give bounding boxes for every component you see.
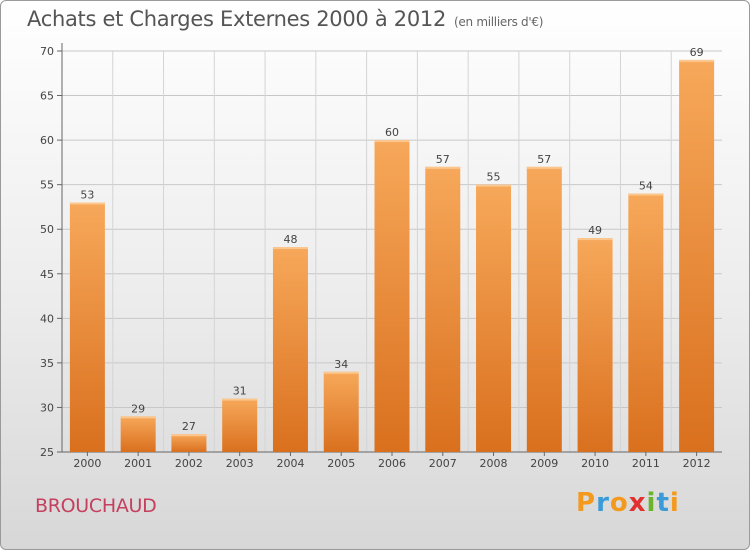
logo-letter: i bbox=[669, 488, 680, 518]
x-tick-label: 2009 bbox=[530, 457, 558, 470]
commune-name: BROUCHAUD bbox=[35, 495, 157, 517]
x-tick-label: 2000 bbox=[73, 457, 101, 470]
bar-highlight bbox=[171, 434, 207, 437]
data-label: 49 bbox=[588, 224, 602, 237]
data-label: 57 bbox=[537, 153, 551, 166]
bar-2012 bbox=[679, 59, 715, 453]
bar-highlight bbox=[222, 398, 258, 401]
bar-highlight bbox=[679, 59, 715, 62]
x-tick-label: 2011 bbox=[632, 457, 660, 470]
logo-letter: P bbox=[576, 488, 597, 518]
bar-highlight bbox=[374, 140, 410, 143]
bar-2011 bbox=[628, 193, 664, 453]
bar-highlight bbox=[628, 193, 664, 196]
data-label: 53 bbox=[80, 188, 94, 201]
chart-title: Achats et Charges Externes 2000 à 2012 (e… bbox=[27, 7, 543, 31]
data-label: 27 bbox=[182, 420, 196, 433]
bar-2006 bbox=[374, 140, 410, 452]
bar-2008 bbox=[476, 184, 512, 452]
data-label: 60 bbox=[385, 126, 399, 139]
y-tick-label: 55 bbox=[40, 179, 54, 192]
bar-2000 bbox=[69, 202, 105, 452]
y-tick-label: 50 bbox=[40, 223, 54, 236]
data-label: 54 bbox=[639, 180, 653, 193]
logo-letter: i bbox=[646, 488, 657, 518]
data-label: 48 bbox=[283, 233, 297, 246]
y-tick-label: 60 bbox=[40, 134, 54, 147]
logo-letter: r bbox=[596, 488, 610, 518]
logo-letter: t bbox=[656, 488, 670, 518]
x-tick-label: 2008 bbox=[480, 457, 508, 470]
bar-highlight bbox=[69, 202, 105, 205]
bar-layer bbox=[69, 59, 715, 453]
bar-highlight bbox=[323, 371, 359, 374]
x-tick-label: 2006 bbox=[378, 457, 406, 470]
data-label: 55 bbox=[487, 171, 501, 184]
y-tick-label: 35 bbox=[40, 357, 54, 370]
y-tick-label: 30 bbox=[40, 401, 54, 414]
proxiti-logo: Proxiti bbox=[576, 488, 680, 518]
data-label: 34 bbox=[334, 358, 348, 371]
bar-2010 bbox=[577, 238, 613, 452]
y-tick-label: 45 bbox=[40, 268, 54, 281]
bar-2003 bbox=[222, 398, 258, 452]
chart-title-text: Achats et Charges Externes 2000 à 2012 bbox=[27, 7, 447, 31]
chart-unit: (en milliers d'€) bbox=[454, 15, 544, 29]
x-tick-label: 2012 bbox=[683, 457, 711, 470]
logo-letter: x bbox=[628, 488, 647, 518]
logo-letter: o bbox=[609, 488, 629, 518]
bar-2001 bbox=[120, 416, 156, 452]
x-tick-label: 2001 bbox=[124, 457, 152, 470]
bar-2005 bbox=[323, 371, 359, 452]
bar-highlight bbox=[476, 184, 512, 187]
bar-highlight bbox=[272, 247, 308, 250]
y-tick-label: 25 bbox=[40, 446, 54, 459]
data-label: 69 bbox=[690, 46, 704, 59]
bar-2009 bbox=[526, 166, 562, 452]
bar-2007 bbox=[425, 166, 461, 452]
x-tick-label: 2004 bbox=[276, 457, 304, 470]
x-tick-label: 2005 bbox=[327, 457, 355, 470]
bar-highlight bbox=[425, 166, 461, 169]
bar-highlight bbox=[120, 416, 156, 419]
data-label: 57 bbox=[436, 153, 450, 166]
x-tick-label: 2003 bbox=[226, 457, 254, 470]
y-tick-label: 40 bbox=[40, 312, 54, 325]
bar-2002 bbox=[171, 434, 207, 452]
x-tick-label: 2002 bbox=[175, 457, 203, 470]
x-tick-label: 2010 bbox=[581, 457, 609, 470]
label-layer: 53 2000 29 2001 27 2002 31 2003 48 2004 34 2005 60 20… bbox=[73, 46, 710, 470]
bar-highlight bbox=[577, 238, 613, 241]
bar-highlight bbox=[526, 166, 562, 169]
y-tick-label: 70 bbox=[40, 45, 54, 58]
bar-2004 bbox=[272, 247, 308, 452]
data-label: 29 bbox=[131, 402, 145, 415]
y-tick-label: 65 bbox=[40, 90, 54, 103]
data-label: 31 bbox=[233, 385, 247, 398]
x-tick-label: 2007 bbox=[429, 457, 457, 470]
